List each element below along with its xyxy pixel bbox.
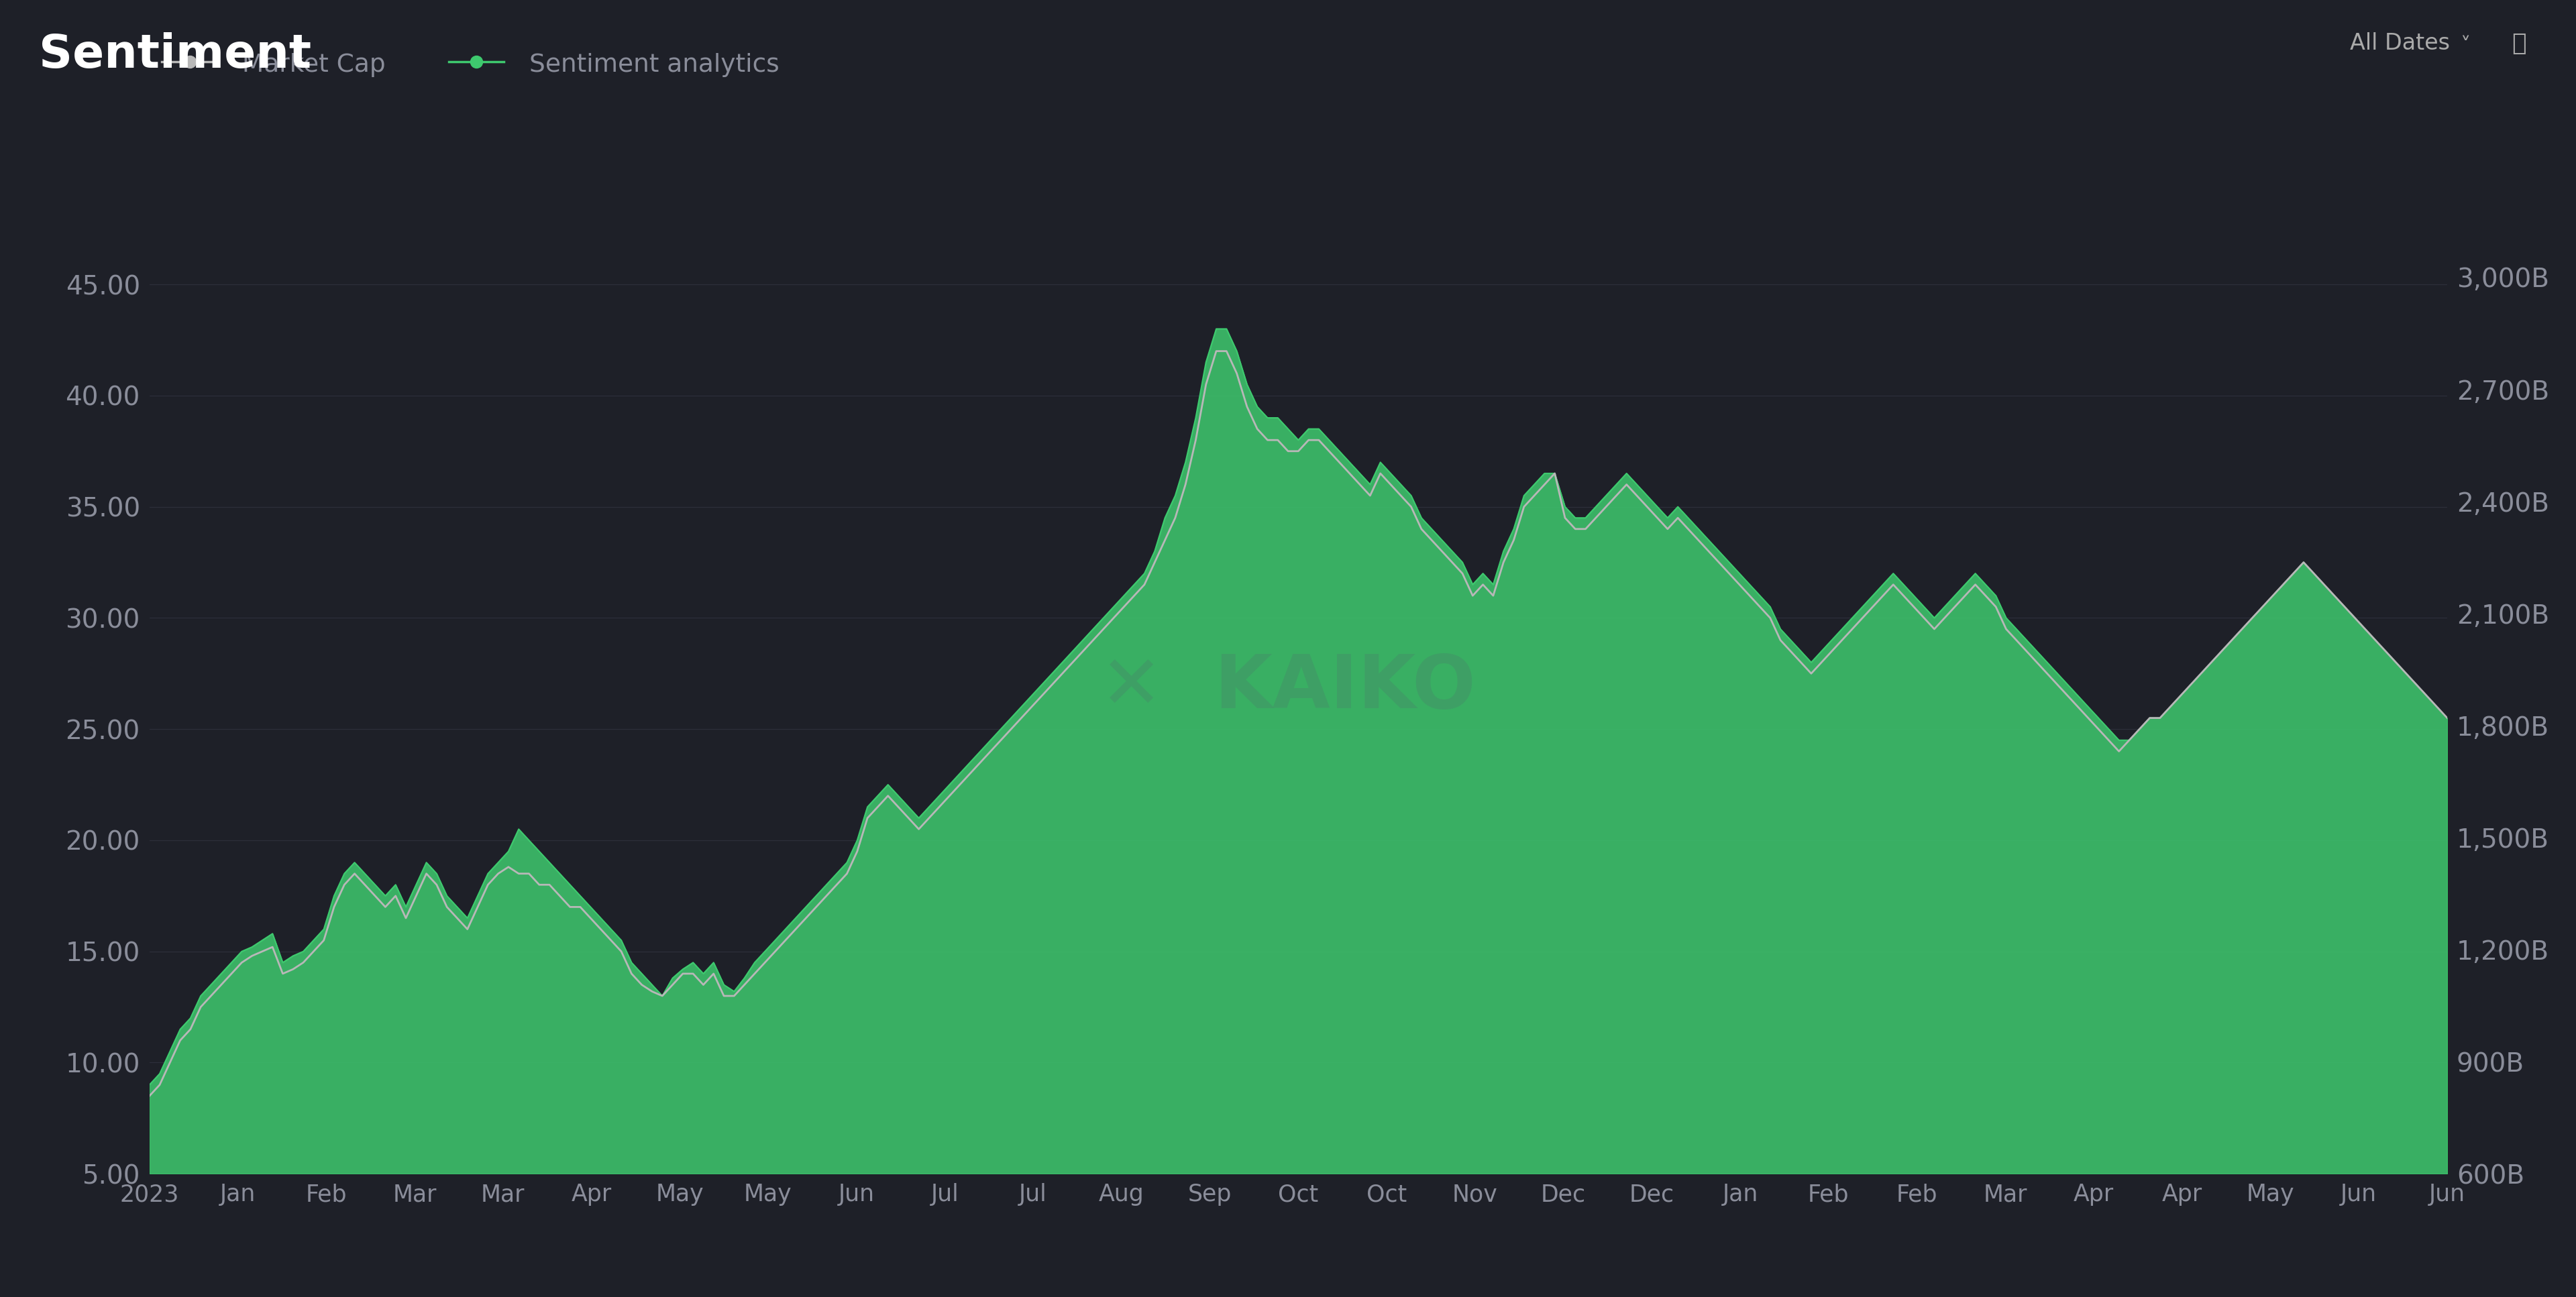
Text: ✕  KAIKO: ✕ KAIKO	[1100, 651, 1476, 724]
Text: Sentiment: Sentiment	[39, 32, 312, 78]
Text: All Dates: All Dates	[2349, 32, 2450, 54]
Text: ⛶: ⛶	[2512, 32, 2527, 56]
Text: ˅: ˅	[2460, 36, 2470, 56]
Legend: Market Cap, Sentiment analytics: Market Cap, Sentiment analytics	[162, 52, 778, 77]
